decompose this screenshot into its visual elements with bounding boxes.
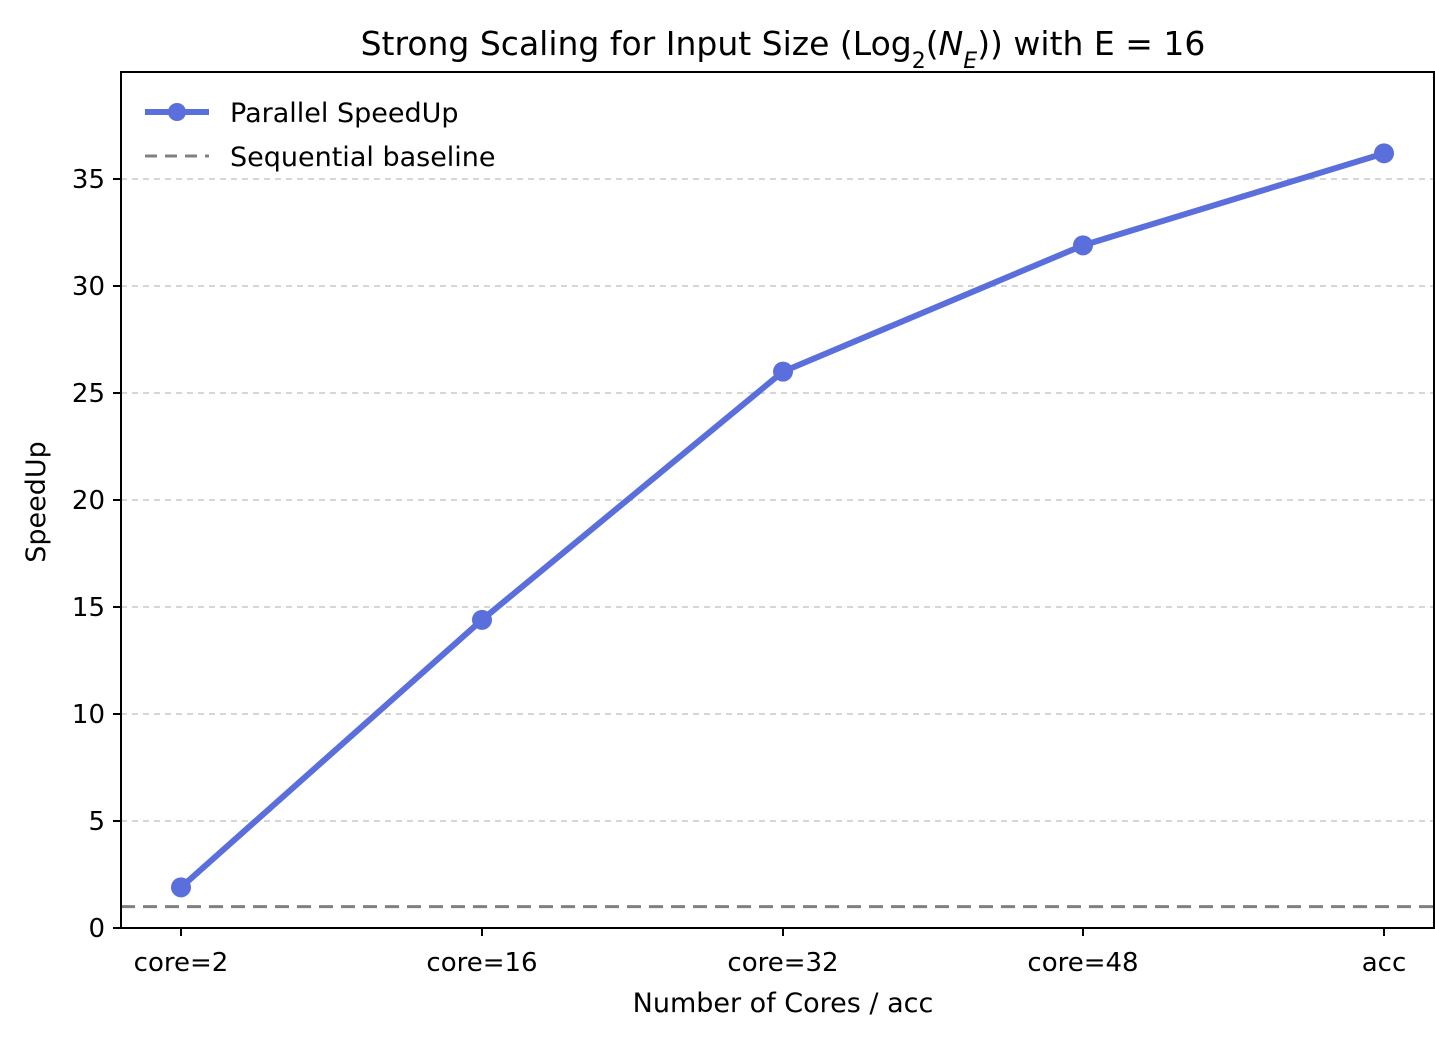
data-point-core-16 [472, 609, 492, 630]
gridlines [121, 178, 1434, 822]
y-tick-label: 10 [72, 700, 105, 730]
x-tick-label: acc [1362, 948, 1407, 978]
y-tick-label: 5 [88, 807, 105, 837]
y-tick-label: 15 [72, 593, 105, 623]
x-axis-label: Number of Cores / acc [633, 988, 934, 1019]
x-tick-label: core=32 [727, 948, 838, 978]
x-tick-label: core=16 [426, 948, 537, 978]
x-tick-label: core=48 [1027, 948, 1138, 978]
y-tick-label: 20 [72, 486, 105, 516]
data-point-core-32 [773, 361, 793, 382]
chart-title-part-2: ( [926, 24, 939, 63]
data-point-core-48 [1073, 235, 1093, 256]
chart-title-italic: N [939, 24, 964, 63]
y-tick-label: 35 [72, 165, 105, 195]
chart-title: Strong Scaling for Input Size (Log2(NE))… [361, 24, 1206, 74]
y-axis-ticks: 0 5 10 15 20 25 30 35 [72, 165, 121, 944]
y-axis-label: SpeedUp [21, 441, 52, 563]
y-tick-label: 25 [72, 379, 105, 409]
y-tick-label: 0 [88, 914, 105, 944]
y-tick-label: 30 [72, 272, 105, 302]
series-layer [171, 143, 1394, 898]
x-axis-ticks: core=2 core=16 core=32 core=48 acc [134, 928, 1407, 978]
chart-title-part-1: Strong Scaling for Input Size (Log [361, 24, 912, 63]
legend-baseline-label: Sequential baseline [230, 142, 496, 173]
series-line-0 [178, 150, 1387, 891]
legend-parallel-label: Parallel SpeedUp [230, 98, 459, 129]
legend-parallel-marker [168, 103, 186, 121]
data-point-acc [1374, 143, 1394, 164]
data-point-core-2 [171, 877, 191, 898]
x-tick-label: core=2 [134, 948, 229, 978]
legend: Parallel SpeedUp Sequential baseline [145, 98, 496, 173]
chart-title-subscript: 2 [912, 49, 926, 74]
chart-title-part-3: )) with E = 16 [977, 24, 1205, 63]
chart-title-italic-subscript: E [963, 49, 977, 74]
